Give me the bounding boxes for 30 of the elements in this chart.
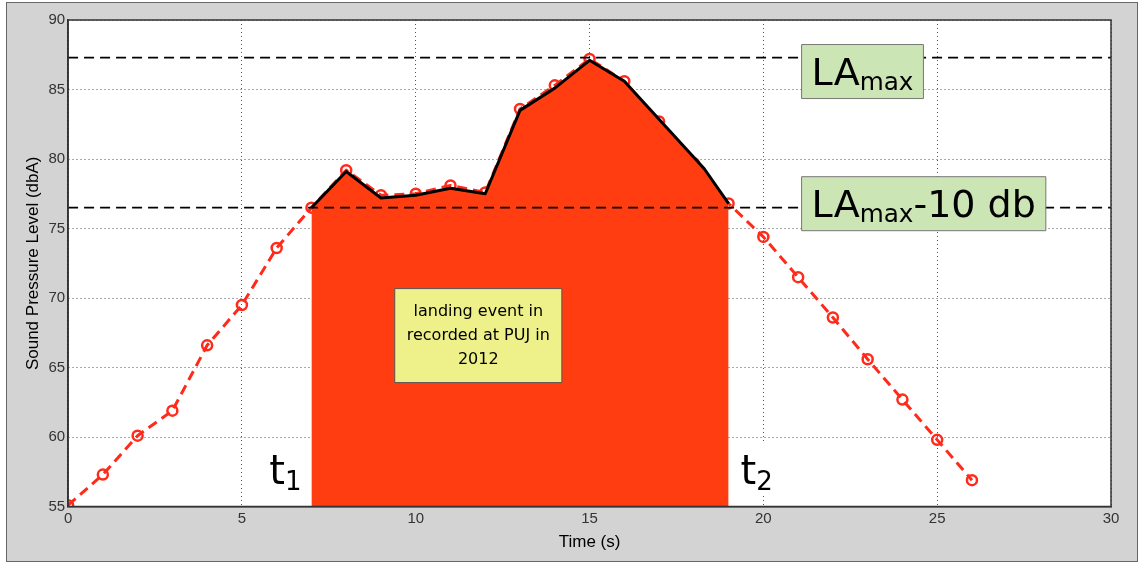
x-tick-label: 5	[237, 508, 247, 526]
point	[791, 270, 805, 284]
y-tick-label: 80	[48, 149, 66, 167]
x-tick-label: 25	[928, 508, 946, 526]
x-axis-title: Time (s)	[558, 532, 621, 552]
point	[757, 230, 770, 244]
annotation: landing event in recorded at PUJ in 2012	[406, 300, 550, 368]
y-tick-label: 65	[48, 357, 66, 375]
y-tick-label: 90	[48, 10, 66, 28]
point	[896, 393, 909, 406]
x-tick-label: 15	[581, 508, 598, 526]
y-tick-label: 60	[48, 427, 66, 445]
point	[861, 352, 874, 366]
y-tick-label: 70	[48, 288, 66, 306]
point	[270, 241, 283, 255]
y-tick-label: 75	[48, 218, 66, 236]
y-tick-label: 85	[48, 79, 66, 97]
point	[235, 298, 249, 312]
point	[930, 433, 944, 447]
y-tick-label: 55	[48, 496, 66, 514]
point	[166, 404, 179, 417]
point	[131, 429, 144, 442]
point	[826, 311, 840, 324]
point	[96, 468, 110, 481]
y-axis-title: Sound Pressure Level (dbA)	[22, 156, 42, 371]
point	[200, 339, 214, 352]
x-tick-label: 20	[755, 508, 772, 526]
x-tick-label: 10	[407, 508, 425, 526]
x-tick-label: 30	[1102, 508, 1120, 526]
point	[965, 473, 979, 487]
